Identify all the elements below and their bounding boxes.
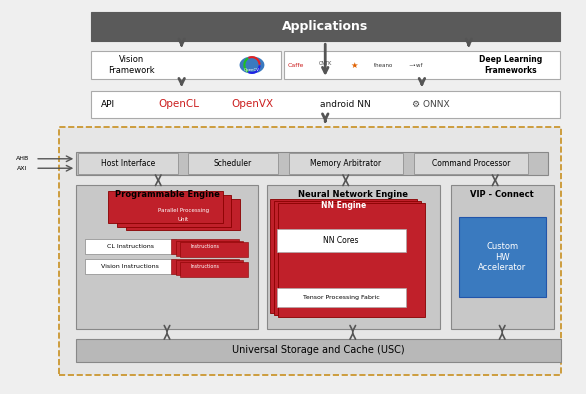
Bar bbox=[277, 288, 406, 307]
Bar bbox=[267, 185, 440, 329]
Text: Universal Storage and Cache (USC): Universal Storage and Cache (USC) bbox=[233, 345, 405, 355]
Text: ⚙ ONNX: ⚙ ONNX bbox=[412, 100, 449, 109]
Text: Applications: Applications bbox=[282, 20, 369, 33]
Bar bbox=[85, 259, 176, 274]
Bar bbox=[176, 260, 243, 275]
Text: Instructions: Instructions bbox=[190, 264, 219, 269]
Text: Deep Learning
Frameworks: Deep Learning Frameworks bbox=[479, 55, 542, 75]
Bar bbox=[171, 239, 239, 254]
Text: Host Interface: Host Interface bbox=[101, 159, 155, 168]
Bar bbox=[78, 153, 178, 174]
Text: OpenVX: OpenVX bbox=[231, 99, 273, 110]
Text: OpenCL: OpenCL bbox=[158, 99, 199, 110]
Bar bbox=[126, 199, 240, 230]
Bar bbox=[180, 242, 248, 257]
Bar bbox=[274, 201, 421, 315]
Text: VIP - Connect: VIP - Connect bbox=[471, 190, 534, 199]
Text: Scheduler: Scheduler bbox=[214, 159, 252, 168]
Circle shape bbox=[240, 57, 264, 73]
Text: ~•wf: ~•wf bbox=[409, 63, 423, 67]
Bar bbox=[59, 127, 561, 375]
Bar bbox=[171, 259, 239, 274]
Bar bbox=[278, 203, 425, 317]
Bar bbox=[459, 217, 546, 297]
Bar bbox=[289, 153, 403, 174]
Text: Parallel Processing: Parallel Processing bbox=[158, 208, 209, 212]
Text: NN Engine: NN Engine bbox=[321, 201, 366, 210]
Text: Instructions: Instructions bbox=[190, 244, 219, 249]
Bar bbox=[76, 185, 258, 329]
Text: Vision
Framework: Vision Framework bbox=[108, 55, 155, 75]
Bar bbox=[91, 12, 560, 41]
Bar bbox=[76, 339, 561, 362]
Text: Tensor Processing Fabric: Tensor Processing Fabric bbox=[303, 296, 379, 300]
Bar bbox=[284, 51, 560, 79]
Text: API: API bbox=[101, 100, 115, 109]
Text: CNTK: CNTK bbox=[319, 61, 332, 66]
Bar bbox=[108, 191, 223, 223]
Text: AHB: AHB bbox=[16, 156, 29, 161]
Bar bbox=[180, 262, 248, 277]
Text: Memory Arbitrator: Memory Arbitrator bbox=[311, 159, 381, 168]
Bar bbox=[117, 195, 231, 227]
Text: ★: ★ bbox=[351, 61, 358, 69]
Text: Neural Network Engine: Neural Network Engine bbox=[298, 190, 408, 199]
Text: AXI: AXI bbox=[17, 166, 28, 171]
Bar bbox=[91, 51, 281, 79]
Text: OpenCV: OpenCV bbox=[244, 68, 260, 72]
Text: CL Instructions: CL Instructions bbox=[107, 244, 154, 249]
Bar bbox=[414, 153, 528, 174]
Text: Unit: Unit bbox=[178, 217, 189, 222]
Bar bbox=[91, 91, 560, 118]
Bar bbox=[270, 199, 417, 313]
Text: Vision Instructions: Vision Instructions bbox=[101, 264, 159, 269]
Text: theano: theano bbox=[374, 63, 394, 67]
Text: Custom
HW
Accelerator: Custom HW Accelerator bbox=[478, 242, 526, 272]
Bar bbox=[76, 152, 548, 175]
Text: Programmable Engine: Programmable Engine bbox=[115, 190, 219, 199]
Bar bbox=[277, 229, 406, 252]
Text: NN Cores: NN Cores bbox=[323, 236, 359, 245]
Text: Command Processor: Command Processor bbox=[432, 159, 510, 168]
Bar bbox=[188, 153, 278, 174]
Bar bbox=[176, 241, 243, 256]
Bar bbox=[451, 185, 554, 329]
Bar bbox=[85, 239, 176, 254]
Text: Caffe: Caffe bbox=[288, 63, 304, 67]
Text: android NN: android NN bbox=[321, 100, 371, 109]
